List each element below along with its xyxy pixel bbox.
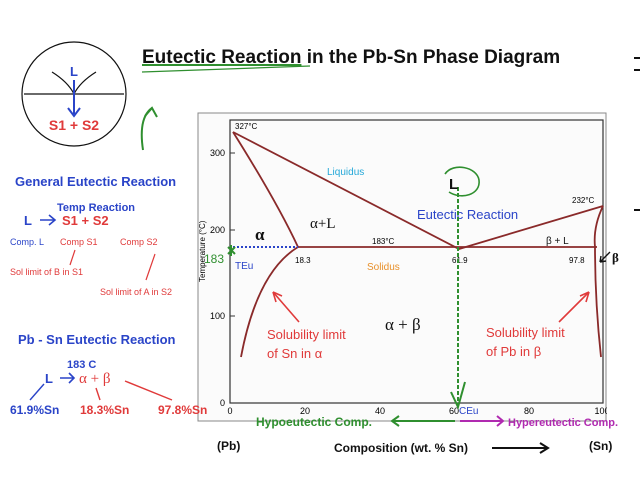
hypo-arrowhead-icon bbox=[390, 415, 400, 427]
pbsn-comp-beta: 97.8%Sn bbox=[158, 403, 207, 417]
alpha-beta-label: α + β bbox=[385, 315, 421, 334]
pbsn-temperature: 183 C bbox=[67, 359, 96, 371]
solidus-label: Solidus bbox=[367, 262, 400, 273]
sol-sn-alpha-arrow-icon bbox=[272, 291, 300, 323]
schematic-arrowhead-icon bbox=[67, 107, 81, 118]
teu-label: TEu bbox=[235, 261, 253, 272]
sol-pb-beta-arrow-icon bbox=[558, 291, 590, 323]
schematic-circle bbox=[21, 41, 127, 147]
pbsn-eq-right: α + β bbox=[79, 371, 110, 387]
title-part-2: in the Pb-Sn Phase Diagram bbox=[301, 47, 561, 68]
teu-star-icon bbox=[227, 245, 236, 256]
x-tick-80: 80 bbox=[524, 406, 534, 416]
general-eq-arrow-icon bbox=[40, 214, 57, 226]
y-tick-0: 0 bbox=[220, 398, 225, 408]
y-axis-label: Temperature (°C) bbox=[198, 220, 207, 282]
y-axis: 300 200 100 0 Temperature (°C) bbox=[198, 148, 235, 408]
phase-boundaries bbox=[232, 131, 604, 358]
sol-pb-beta-line2: of Pb in β bbox=[486, 344, 541, 359]
title-underline-stroke bbox=[141, 65, 311, 73]
teu-value-label: 183 bbox=[204, 252, 224, 266]
sol-limit-a-label: Sol limit of A in S2 bbox=[100, 287, 172, 297]
eutectic-schematic: L S1 + S2 bbox=[21, 41, 127, 147]
phase-diagram: 300 200 100 0 Temperature (°C) 0 20 40 6… bbox=[197, 112, 607, 422]
composition-label: Composition (wt. % Sn) bbox=[334, 441, 468, 455]
temp-232: 232°C bbox=[572, 196, 595, 205]
schematic-products: S1 + S2 bbox=[49, 117, 99, 133]
comp-18-3: 18.3 bbox=[295, 256, 311, 265]
x-tick-100: 100 bbox=[594, 406, 607, 416]
general-comp-s1: Comp S1 bbox=[60, 237, 98, 247]
sol-sn-alpha-arrowhead-icon bbox=[272, 291, 283, 303]
beta-label: β bbox=[612, 250, 619, 265]
alpha-label: α bbox=[255, 225, 265, 244]
sn-label: (Sn) bbox=[589, 439, 612, 453]
right-edge-marks bbox=[634, 57, 640, 211]
title-part-1: Eutectic Reaction bbox=[142, 47, 302, 68]
x-tick-0: 0 bbox=[227, 406, 232, 416]
pbsn-beta-arrow-icon bbox=[124, 380, 173, 401]
temp-183: 183°C bbox=[372, 237, 395, 246]
beta-arrow-icon bbox=[599, 251, 611, 263]
y-tick-100: 100 bbox=[210, 311, 225, 321]
green-hook-arrowhead-icon bbox=[144, 106, 158, 118]
y-tick-200: 200 bbox=[210, 225, 225, 235]
ceu-label: CEu bbox=[459, 406, 478, 417]
eutectic-reaction-label: Eutectic Reaction bbox=[417, 207, 518, 222]
sol-sn-alpha-line2: of Sn in α bbox=[267, 346, 323, 361]
x-tick-60: 60 bbox=[449, 406, 459, 416]
schematic-liquid: L bbox=[70, 64, 78, 79]
x-tick-20: 20 bbox=[300, 406, 310, 416]
sol-pb-beta-line1: Solubility limit bbox=[486, 325, 565, 340]
pbsn-heading: Pb - Sn Eutectic Reaction bbox=[18, 332, 176, 347]
pbsn-comp-l: 61.9%Sn bbox=[10, 403, 59, 417]
hypereutectic-label: Hypereutectic Comp. bbox=[508, 417, 618, 429]
y-tick-300: 300 bbox=[210, 148, 225, 158]
liquidus-label: Liquidus bbox=[327, 167, 364, 178]
pbsn-eq-left: L bbox=[45, 371, 53, 386]
hyper-arrowhead-icon bbox=[496, 415, 505, 427]
beta-l-label: β + L bbox=[546, 236, 569, 247]
general-heading: General Eutectic Reaction bbox=[15, 174, 176, 189]
comp-97-8: 97.8 bbox=[569, 256, 585, 265]
general-comp-s2: Comp S2 bbox=[120, 237, 158, 247]
alpha-l-label: α+L bbox=[310, 216, 335, 232]
comp-61-9: 61.9 bbox=[452, 256, 468, 265]
sol-limit-b-label: Sol limit of B in S1 bbox=[10, 267, 83, 277]
l-label-diagram: L bbox=[449, 176, 458, 193]
solidus-alpha-line bbox=[232, 131, 299, 248]
x-tick-40: 40 bbox=[375, 406, 385, 416]
pbsn-l-arrow-icon bbox=[29, 383, 45, 401]
pb-label: (Pb) bbox=[217, 439, 240, 453]
diagram-frame bbox=[197, 112, 607, 422]
general-eq-right: S1 + S2 bbox=[62, 213, 109, 228]
temp-327: 327°C bbox=[235, 122, 258, 131]
solvus-alpha-line bbox=[240, 246, 299, 358]
sol-sn-alpha-line1: Solubility limit bbox=[267, 327, 346, 342]
x-axis: 0 20 40 60 80 100 bbox=[227, 406, 607, 416]
sol-pb-beta-arrowhead-icon bbox=[579, 291, 590, 303]
pbsn-alpha-arrow-icon bbox=[95, 387, 101, 401]
composition-arrow-icon bbox=[492, 442, 550, 454]
hypoeutectic-label: Hypoeutectic Comp. bbox=[256, 415, 372, 429]
page-title: Eutectic Reaction in the Pb-Sn Phase Dia… bbox=[142, 47, 560, 69]
solidus-beta-line bbox=[593, 205, 604, 358]
sol-b-arrow-icon bbox=[69, 249, 76, 266]
sol-a-arrow-icon bbox=[145, 253, 156, 281]
l-circle-icon bbox=[444, 166, 480, 197]
pbsn-eq-arrow-icon bbox=[60, 372, 76, 384]
general-comp-l: Comp. L bbox=[10, 237, 44, 247]
temp-reaction-label: Temp Reaction bbox=[57, 202, 135, 214]
pbsn-comp-alpha: 18.3%Sn bbox=[80, 403, 129, 417]
general-eq-left: L bbox=[24, 213, 32, 228]
ceu-arrow-icon bbox=[450, 381, 466, 410]
